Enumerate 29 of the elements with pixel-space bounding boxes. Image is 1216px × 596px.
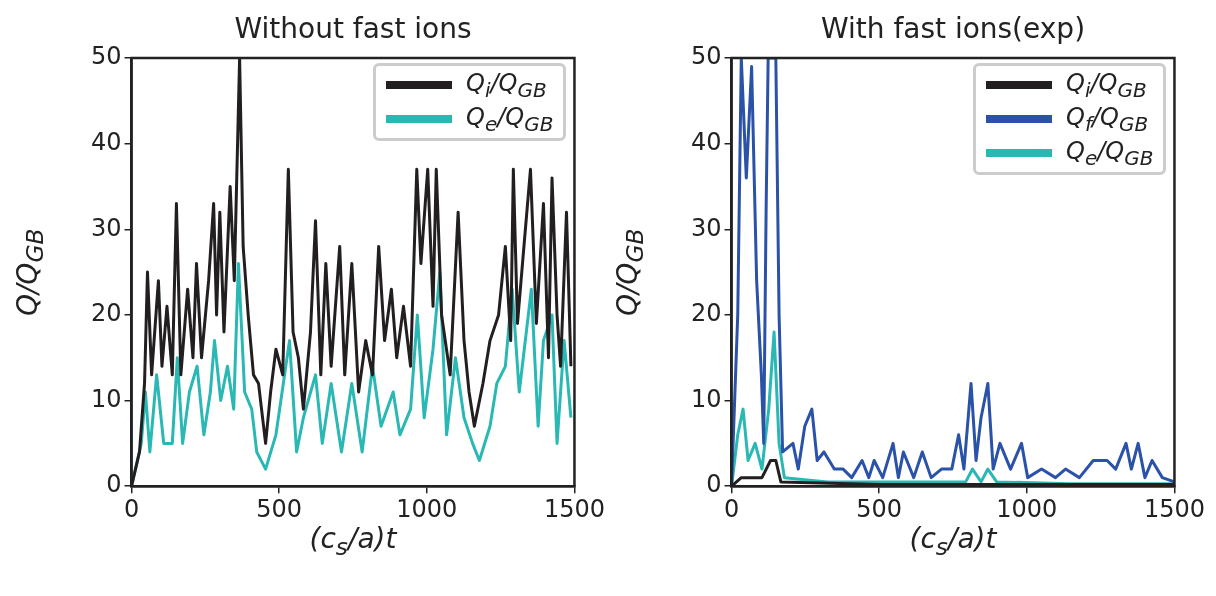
y-tick-label: 10 <box>90 384 122 413</box>
y-tick-label: 20 <box>690 299 722 328</box>
legend-label: Q$_{e}$/Q$_{GB}$ <box>1066 136 1154 170</box>
y-tick-label: 50 <box>90 42 122 71</box>
y-tick-label: 40 <box>90 127 122 156</box>
y-tick-label: 30 <box>90 213 122 242</box>
y-tick-label: 30 <box>690 213 722 242</box>
chart-title: With fast ions(exp) <box>819 12 1087 45</box>
x-tick-label: 1500 <box>1143 494 1205 523</box>
x-tick-label: 500 <box>856 494 903 523</box>
x-tick-label: 500 <box>256 494 303 523</box>
legend-label: Q$_{i}$/Q$_{GB}$ <box>1066 68 1147 102</box>
x-tick-label: 1000 <box>996 494 1058 523</box>
x-tick-label: 0 <box>723 494 740 523</box>
x-tick-label: 0 <box>123 494 140 523</box>
x-tick-label: 1000 <box>396 494 458 523</box>
y-tick-label: 50 <box>690 42 722 71</box>
x-axis-title: (c$_{s}$/a)t <box>908 522 999 561</box>
y-tick-label: 0 <box>706 470 722 499</box>
legend-label: Q$_{f}$/Q$_{GB}$ <box>1066 102 1149 136</box>
x-axis-title: (c$_{s}$/a)t <box>308 522 399 561</box>
chart-title: Without fast ions <box>233 12 473 45</box>
y-tick-label: 10 <box>690 384 722 413</box>
y-tick-label: 20 <box>90 299 122 328</box>
y-tick-label: 40 <box>690 127 722 156</box>
y-tick-label: 0 <box>106 470 122 499</box>
x-tick-label: 1500 <box>543 494 605 523</box>
legend-label: Q$_{e}$/Q$_{GB}$ <box>466 102 554 136</box>
legend-label: Q$_{i}$/Q$_{GB}$ <box>466 68 547 102</box>
